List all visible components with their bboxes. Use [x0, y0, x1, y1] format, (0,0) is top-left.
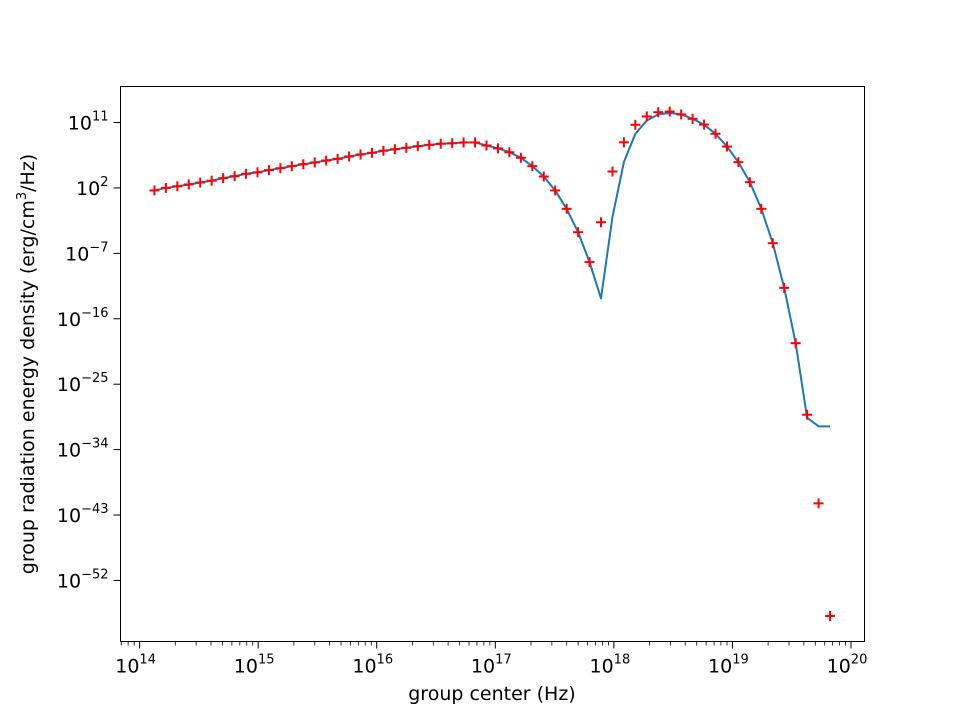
x-tick-label: 1020: [827, 653, 868, 678]
data-point-marker: [366, 147, 377, 158]
data-point-marker: [664, 106, 675, 117]
data-point-marker: [435, 138, 446, 149]
plot-layer: [149, 106, 836, 621]
data-point-marker: [412, 141, 423, 152]
data-point-marker: [389, 144, 400, 155]
y-tick-label: 1011: [68, 110, 109, 135]
data-point-marker: [470, 137, 481, 148]
y-tick-label: 102: [76, 175, 108, 200]
data-point-marker: [813, 498, 824, 509]
data-point-marker: [527, 161, 538, 172]
data-point-marker: [424, 139, 435, 150]
data-point-marker: [699, 119, 710, 130]
y-axis-ticks: 1011 102 10−7 10−16 10−25 10−34 10−43 10−52: [57, 110, 121, 592]
data-point-marker: [355, 149, 366, 160]
data-point-marker: [286, 161, 297, 172]
y-tick-label: 10−43: [57, 502, 109, 527]
data-point-marker: [275, 163, 286, 174]
data-point-marker: [321, 155, 332, 166]
data-point-marker: [653, 107, 664, 118]
y-axis-label: group radiation energy density (erg/cm3/…: [15, 154, 39, 574]
x-tick-label: 1017: [471, 653, 512, 678]
data-point-marker: [218, 173, 229, 184]
data-point-marker: [825, 610, 836, 621]
data-point-marker: [538, 171, 549, 182]
data-point-marker: [504, 147, 515, 158]
data-point-marker: [618, 137, 629, 148]
data-point-marker: [596, 217, 607, 228]
data-point-marker: [241, 168, 252, 179]
data-point-marker: [584, 257, 595, 268]
axes-frame: [120, 86, 865, 642]
x-tick-label: 1018: [589, 653, 630, 678]
y-tick-label: 10−52: [57, 567, 109, 592]
data-point-marker: [298, 159, 309, 170]
x-tick-label: 1019: [708, 653, 749, 678]
data-point-marker: [756, 203, 767, 214]
y-tick-label: 10−16: [57, 306, 109, 331]
data-point-marker: [492, 143, 503, 154]
data-point-marker: [641, 111, 652, 122]
y-tick-label: 10−34: [57, 437, 109, 462]
data-point-marker: [458, 137, 469, 148]
data-point-marker: [733, 157, 744, 168]
x-tick-label: 1015: [234, 653, 275, 678]
data-point-marker: [206, 175, 217, 186]
data-point-marker: [252, 167, 263, 178]
data-point-marker: [607, 166, 618, 177]
data-point-marker: [309, 157, 320, 168]
data-point-marker: [744, 177, 755, 188]
data-point-marker: [172, 181, 183, 192]
data-point-marker: [401, 142, 412, 153]
data-point-marker: [229, 171, 240, 182]
data-point-marker: [481, 140, 492, 151]
data-point-marker: [802, 409, 813, 420]
data-point-marker: [550, 185, 561, 196]
x-tick-label: 1014: [115, 653, 156, 678]
data-point-marker: [687, 113, 698, 124]
x-axis-label: group center (Hz): [408, 683, 575, 705]
data-point-marker: [332, 153, 343, 164]
data-point-marker: [447, 138, 458, 149]
data-point-marker: [767, 238, 778, 249]
data-point-marker: [344, 151, 355, 162]
data-point-marker: [790, 338, 801, 349]
y-tick-label: 10−25: [57, 371, 109, 396]
data-point-marker: [630, 119, 641, 130]
x-axis-ticks: 1014 1015 1016 1017 1018 1019 1020: [115, 641, 868, 678]
data-point-marker: [573, 227, 584, 238]
x-tick-label: 1016: [352, 653, 393, 678]
data-point-marker: [710, 128, 721, 139]
data-point-marker: [676, 109, 687, 120]
data-point-marker: [149, 185, 160, 196]
y-tick-label: 10−7: [65, 240, 108, 265]
data-point-marker: [561, 203, 572, 214]
data-point-marker: [195, 177, 206, 188]
data-point-marker: [779, 282, 790, 293]
data-point-marker: [263, 165, 274, 176]
data-point-marker: [515, 152, 526, 163]
data-point-marker: [721, 141, 732, 152]
data-point-marker: [160, 182, 171, 193]
data-point-marker: [183, 179, 194, 190]
data-point-marker: [378, 145, 389, 156]
